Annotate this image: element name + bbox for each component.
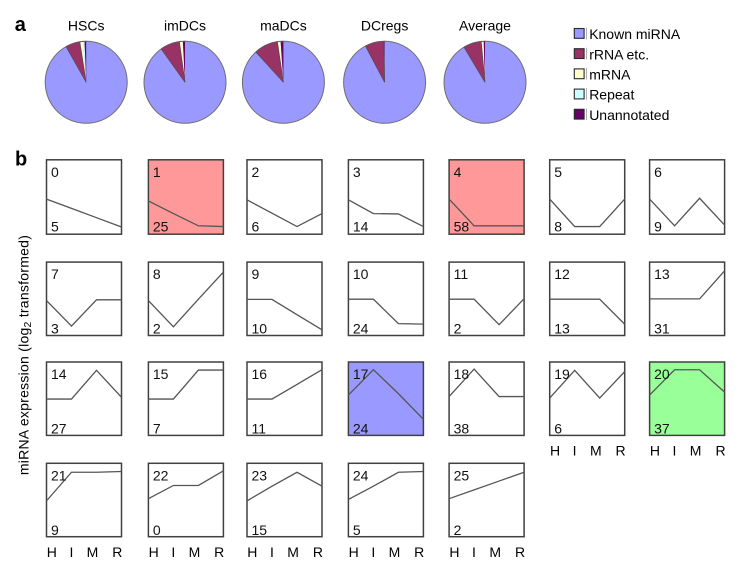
svg-text:M: M — [590, 443, 602, 459]
svg-text:M: M — [189, 544, 201, 560]
svg-text:2: 2 — [454, 321, 462, 337]
svg-text:H: H — [449, 544, 459, 560]
svg-text:I: I — [69, 544, 73, 560]
svg-text:I: I — [371, 544, 375, 560]
svg-text:3: 3 — [353, 164, 361, 180]
svg-text:2: 2 — [252, 164, 260, 180]
svg-text:9: 9 — [252, 266, 260, 282]
svg-text:R: R — [313, 544, 323, 560]
svg-text:17: 17 — [353, 366, 369, 382]
svg-text:23: 23 — [252, 467, 268, 483]
svg-text:R: R — [214, 544, 224, 560]
svg-text:imDCs: imDCs — [164, 18, 206, 34]
svg-text:1: 1 — [153, 164, 161, 180]
svg-text:31: 31 — [654, 321, 670, 337]
svg-text:22: 22 — [153, 467, 169, 483]
svg-text:10: 10 — [252, 321, 268, 337]
svg-text:10: 10 — [353, 266, 369, 282]
svg-text:R: R — [515, 544, 525, 560]
svg-text:14: 14 — [353, 218, 369, 234]
svg-text:8: 8 — [554, 218, 562, 234]
svg-text:rRNA etc.: rRNA etc. — [589, 46, 649, 62]
svg-text:Unannotated: Unannotated — [589, 107, 669, 123]
svg-text:R: R — [414, 544, 424, 560]
svg-text:13: 13 — [554, 321, 570, 337]
svg-text:0: 0 — [153, 522, 161, 538]
svg-text:6: 6 — [654, 164, 662, 180]
svg-text:12: 12 — [554, 266, 570, 282]
svg-text:I: I — [573, 443, 577, 459]
svg-text:7: 7 — [51, 266, 59, 282]
svg-text:25: 25 — [153, 218, 169, 234]
svg-text:9: 9 — [654, 218, 662, 234]
svg-text:DCregs: DCregs — [361, 18, 408, 34]
svg-text:5: 5 — [554, 164, 562, 180]
svg-text:11: 11 — [454, 266, 469, 282]
svg-text:H: H — [149, 544, 159, 560]
svg-text:5: 5 — [353, 522, 361, 538]
svg-text:0: 0 — [51, 164, 59, 180]
svg-text:5: 5 — [51, 218, 59, 234]
svg-text:24: 24 — [353, 321, 369, 337]
svg-text:11: 11 — [252, 421, 267, 437]
svg-text:9: 9 — [51, 522, 59, 538]
svg-text:38: 38 — [454, 421, 470, 437]
svg-text:H: H — [349, 544, 359, 560]
svg-text:R: R — [112, 544, 122, 560]
svg-text:37: 37 — [654, 421, 670, 437]
svg-text:16: 16 — [252, 366, 268, 382]
svg-text:M: M — [87, 544, 99, 560]
svg-text:Repeat: Repeat — [589, 87, 634, 103]
svg-text:15: 15 — [153, 366, 169, 382]
svg-text:58: 58 — [454, 218, 470, 234]
svg-text:6: 6 — [554, 421, 562, 437]
svg-text:M: M — [287, 544, 299, 560]
svg-text:13: 13 — [654, 266, 670, 282]
svg-text:24: 24 — [353, 421, 369, 437]
svg-text:maDCs: maDCs — [260, 18, 307, 34]
svg-text:H: H — [47, 544, 57, 560]
svg-text:2: 2 — [454, 522, 462, 538]
svg-text:18: 18 — [454, 366, 470, 382]
svg-text:19: 19 — [554, 366, 570, 382]
svg-text:20: 20 — [654, 366, 670, 382]
svg-text:2: 2 — [153, 321, 161, 337]
svg-text:a: a — [15, 14, 27, 36]
svg-text:3: 3 — [51, 321, 59, 337]
svg-text:miRNA expression (log2 transfo: miRNA expression (log2 transformed) — [15, 235, 34, 475]
svg-text:R: R — [616, 443, 626, 459]
svg-text:b: b — [15, 149, 27, 171]
svg-text:15: 15 — [252, 522, 268, 538]
svg-text:M: M — [690, 443, 702, 459]
svg-text:H: H — [550, 443, 560, 459]
svg-text:I: I — [270, 544, 274, 560]
svg-text:H: H — [650, 443, 660, 459]
svg-text:mRNA: mRNA — [589, 67, 631, 83]
svg-text:I: I — [673, 443, 677, 459]
svg-text:I: I — [171, 544, 175, 560]
svg-text:27: 27 — [51, 421, 67, 437]
svg-text:8: 8 — [153, 266, 161, 282]
svg-text:14: 14 — [51, 366, 67, 382]
svg-text:H: H — [247, 544, 257, 560]
svg-text:6: 6 — [252, 218, 260, 234]
svg-text:Known miRNA: Known miRNA — [589, 26, 681, 42]
svg-text:I: I — [472, 544, 476, 560]
svg-text:25: 25 — [454, 467, 470, 483]
svg-text:Average: Average — [459, 18, 511, 34]
svg-text:4: 4 — [454, 164, 462, 180]
svg-text:24: 24 — [353, 467, 369, 483]
svg-text:7: 7 — [153, 421, 161, 437]
svg-text:HSCs: HSCs — [68, 18, 105, 34]
svg-text:21: 21 — [51, 467, 67, 483]
svg-text:M: M — [389, 544, 401, 560]
svg-text:R: R — [715, 443, 725, 459]
svg-text:M: M — [489, 544, 501, 560]
